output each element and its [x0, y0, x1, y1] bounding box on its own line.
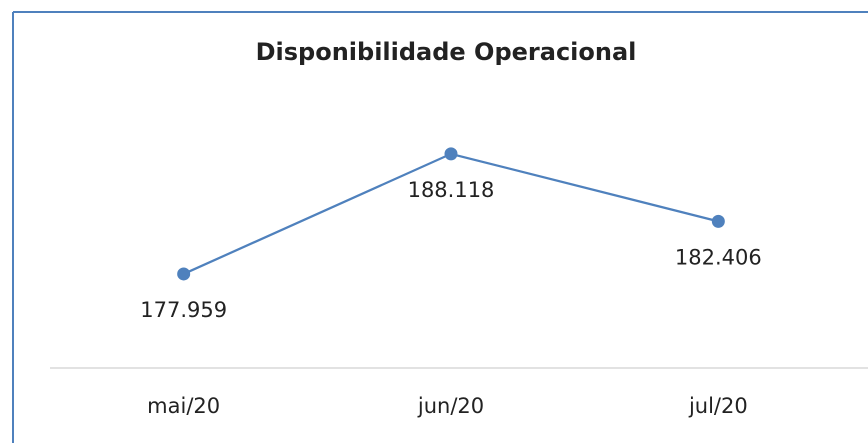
point [711, 214, 725, 228]
x-tick-label: jun/20 [417, 394, 484, 418]
point [177, 267, 191, 281]
data-label: 188.118 [408, 178, 495, 202]
line-series [183, 152, 719, 275]
x-tick-label: jul/20 [688, 394, 748, 418]
point [444, 147, 458, 161]
x-tick-label: mai/20 [147, 394, 220, 418]
chart-title: Disponibilidade Operacional [256, 38, 637, 66]
data-label: 182.406 [675, 245, 762, 269]
data-label: 177.959 [140, 298, 227, 322]
